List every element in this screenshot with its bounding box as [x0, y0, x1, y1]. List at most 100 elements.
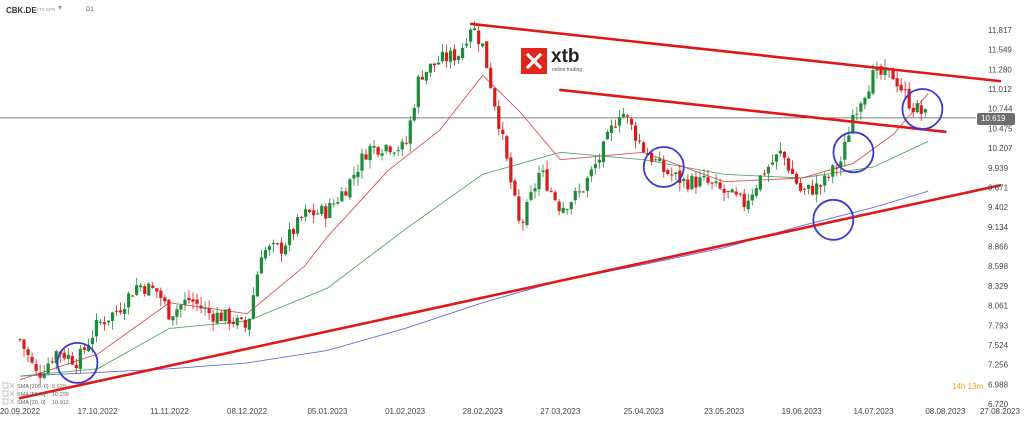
candle-body: [271, 242, 276, 245]
candle-body: [199, 305, 203, 309]
legend-label: SMA [20, 0]: [17, 400, 46, 406]
candle-body: [867, 91, 871, 99]
candle-body: [316, 213, 320, 215]
candle-body: [183, 299, 187, 305]
xtb-brand: xtb: [551, 46, 580, 67]
candle-body: [372, 145, 376, 148]
sma50-line: [19, 140, 929, 377]
candle-body: [650, 152, 654, 162]
candle-body: [762, 173, 766, 175]
x-tick-label: 08.12.2022: [227, 407, 268, 416]
candle-body: [766, 166, 770, 174]
candle-body: [82, 347, 86, 350]
candle-body: [151, 285, 155, 288]
candle-layer: [18, 20, 927, 387]
candle-body: [364, 154, 368, 160]
candle-body: [782, 151, 787, 158]
candle-body: [605, 131, 610, 140]
legend-label: SMA [200, 0]: [17, 384, 49, 390]
candle-body: [155, 288, 159, 292]
candle-body: [891, 68, 895, 80]
y-tick-label: 9.671: [988, 183, 1009, 192]
candle-body: [247, 318, 251, 330]
candle-body: [613, 126, 618, 128]
candle-body: [577, 191, 581, 193]
candle-body: [291, 228, 296, 234]
candle-body: [601, 141, 606, 162]
candle-body: [239, 317, 243, 319]
candle-body: [259, 257, 264, 274]
candle-body: [135, 285, 139, 295]
candle-body: [328, 203, 332, 219]
candle-body: [428, 63, 432, 73]
candle-body: [412, 108, 416, 121]
x-tick-label: 23.05.2023: [704, 407, 745, 416]
y-tick-label: 10.744: [988, 105, 1013, 114]
candle-body: [485, 41, 489, 69]
candle-body: [903, 89, 907, 91]
candle-body: [179, 304, 183, 310]
candle-body: [243, 320, 247, 328]
y-tick-label: 10.475: [988, 124, 1013, 133]
candle-body: [432, 63, 437, 66]
candle-body: [642, 142, 646, 152]
candle-body: [332, 203, 336, 205]
candle-body: [537, 173, 541, 190]
candle-body: [815, 183, 819, 195]
candle-body: [456, 56, 461, 60]
candle-body: [436, 62, 441, 65]
annotation-circle: [832, 131, 875, 174]
last-price-value: 10.619: [981, 114, 1006, 123]
candle-body: [300, 216, 304, 218]
candle-body: [465, 43, 469, 46]
legend-checkbox: [2, 398, 9, 405]
candle-body: [118, 310, 123, 313]
candle-body: [670, 174, 674, 176]
candle-body: [62, 352, 66, 359]
candle-body: [175, 309, 179, 317]
candle-body: [758, 175, 762, 190]
candle-body: [279, 242, 284, 254]
candle-body: [127, 293, 131, 308]
candle-body: [227, 308, 231, 324]
candle-body: [722, 188, 726, 193]
candle-body: [827, 176, 831, 178]
candle-body: [356, 171, 360, 178]
candle-body: [34, 364, 38, 371]
candle-body: [42, 373, 46, 378]
x-tick-label: 19.06.2023: [782, 407, 823, 416]
candle-body: [384, 144, 388, 152]
candle-body: [473, 28, 477, 31]
annotation-circle-layer: [56, 88, 944, 384]
y-tick-label: 10.207: [988, 144, 1013, 153]
legend-value: 10.299: [52, 392, 69, 398]
candle-body: [726, 190, 730, 192]
candle-body: [420, 76, 424, 80]
candle-body: [22, 339, 26, 349]
legend-checkbox: [2, 390, 9, 397]
y-tick-label: 11.012: [988, 85, 1012, 94]
candle-body: [223, 309, 227, 321]
candle-body: [786, 158, 791, 171]
candle-body: [682, 178, 686, 182]
y-tick-label: 8.329: [988, 282, 1009, 291]
symbol-label[interactable]: CBK.DE: [6, 6, 37, 15]
y-tick-label: 11.817: [988, 26, 1012, 35]
candle-body: [360, 153, 364, 171]
candle-body: [195, 299, 199, 304]
xtb-logo-mark: [521, 48, 547, 74]
candle-body: [823, 175, 827, 186]
interval-label[interactable]: D1: [86, 7, 94, 13]
candle-body: [489, 67, 493, 89]
candle-body: [718, 182, 722, 189]
candle-body: [883, 67, 887, 76]
candle-body: [255, 274, 259, 297]
sma20-line: [19, 74, 929, 381]
candle-body: [493, 88, 497, 107]
chevron-down-icon[interactable]: ▾: [58, 3, 63, 12]
y-tick-label: 9.402: [988, 203, 1009, 212]
candle-body: [863, 97, 867, 105]
candle-body: [899, 84, 903, 91]
candle-body: [416, 76, 420, 108]
